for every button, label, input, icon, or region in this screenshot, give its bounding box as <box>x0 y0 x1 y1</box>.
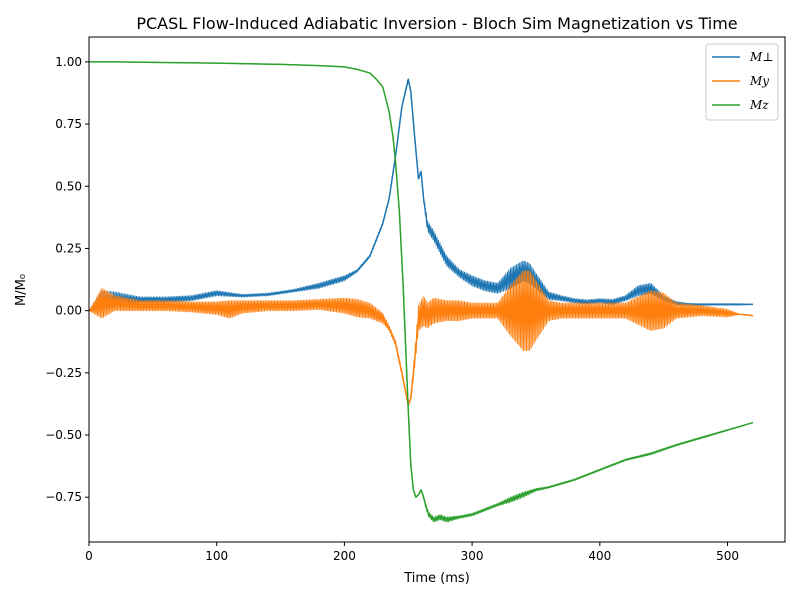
y-tick-label: 0.25 <box>55 241 82 255</box>
x-axis-ticks: 0 100 200 300 400 500 <box>85 542 739 563</box>
x-tick-label: 100 <box>205 549 228 563</box>
plot-area <box>88 36 786 543</box>
series-2 <box>89 61 754 523</box>
legend-label: My <box>749 74 769 88</box>
y-tick-label: 1.00 <box>55 55 82 69</box>
y-tick-label: −0.50 <box>45 428 82 442</box>
series-0 <box>89 78 754 312</box>
x-tick-label: 200 <box>333 549 356 563</box>
y-tick-label: 0.75 <box>55 117 82 131</box>
y-axis-label: M/M₀ <box>14 274 29 306</box>
plot-frame <box>89 37 785 542</box>
x-tick-label: 400 <box>588 549 611 563</box>
series-1 <box>89 270 754 407</box>
x-axis-label: Time (ms) <box>403 571 470 586</box>
plot-border <box>88 36 786 543</box>
legend-box <box>705 43 779 121</box>
series-line <box>89 78 754 312</box>
series-layer <box>89 61 754 523</box>
x-tick-label: 0 <box>85 549 93 563</box>
y-tick-label: −0.75 <box>45 490 82 504</box>
series-oscillation <box>89 270 753 407</box>
series-line <box>89 61 754 521</box>
y-tick-label: −0.25 <box>45 366 82 380</box>
y-axis-ticks: −0.75 −0.50 −0.25 0.00 0.25 0.50 0.75 1.00 <box>45 55 89 504</box>
series-line <box>89 302 754 406</box>
y-tick-label: 0.00 <box>55 304 82 318</box>
chart-title: PCASL Flow-Induced Adiabatic Inversion -… <box>136 14 737 33</box>
x-tick-label: 300 <box>461 549 484 563</box>
legend-label: M⊥ <box>749 50 774 64</box>
legend-label: Mz <box>749 98 769 112</box>
y-tick-label: 0.50 <box>55 179 82 193</box>
x-tick-label: 500 <box>716 549 739 563</box>
legend: M⊥ My Mz <box>705 43 779 121</box>
